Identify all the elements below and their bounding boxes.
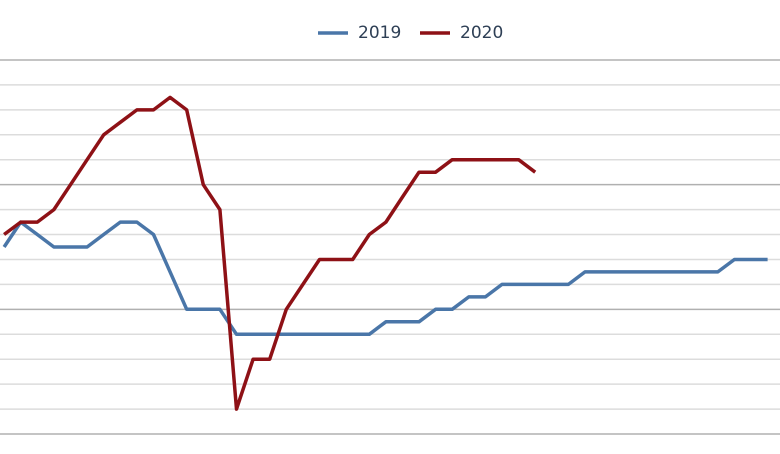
series-line bbox=[2, 220, 768, 337]
legend-label: 2019 bbox=[358, 23, 401, 43]
legend-label: 2020 bbox=[460, 23, 503, 43]
series-line bbox=[3, 95, 537, 411]
